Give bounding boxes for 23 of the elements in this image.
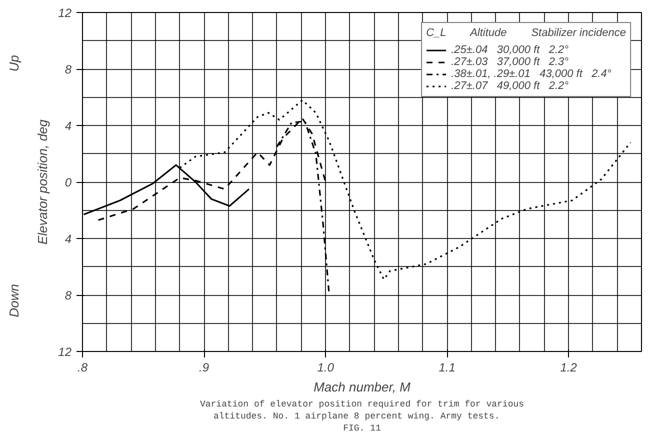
- x-tick-label: 1.0: [317, 360, 334, 374]
- y-tick-label: 12: [58, 6, 72, 20]
- y-tick-label: 4: [64, 232, 72, 246]
- legend-label: .27±.03 37,000 ft 2.3°: [451, 56, 569, 68]
- y-tick-label: 0: [64, 176, 72, 190]
- x-tick-label: .9: [199, 360, 210, 374]
- text: Down: [6, 284, 22, 318]
- legend-label: .25±.04 30,000 ft 2.2°: [451, 44, 569, 56]
- y-tick-label: 4: [64, 119, 72, 133]
- text: Up: [6, 55, 22, 72]
- legend-label: .38±.01, .29±.01 43,000 ft 2.4°: [451, 68, 612, 80]
- x-axis-title: Mach number, M: [314, 380, 411, 394]
- y-axis-title: Elevator position, deg: [35, 118, 50, 245]
- x-tick-label: 1.1: [438, 360, 456, 374]
- text: Variation of elevator position required for trim for various altitudes. No. 1 airplane 8 percent wing. Army tests.: [200, 400, 524, 422]
- y-tick-label: 8: [64, 62, 72, 76]
- caption: FIG. 11: [343, 424, 381, 433]
- legend-label: .27±.07 49,000 ft 2.2°: [451, 80, 569, 92]
- y-tick-label: 8: [64, 288, 72, 302]
- y-tick-label: 12: [58, 345, 72, 359]
- legend-title: C_L Altitude Stabilizer incidence: [426, 27, 626, 39]
- x-tick-label: .8: [77, 360, 88, 374]
- x-tick-label: 1.2: [560, 360, 578, 374]
